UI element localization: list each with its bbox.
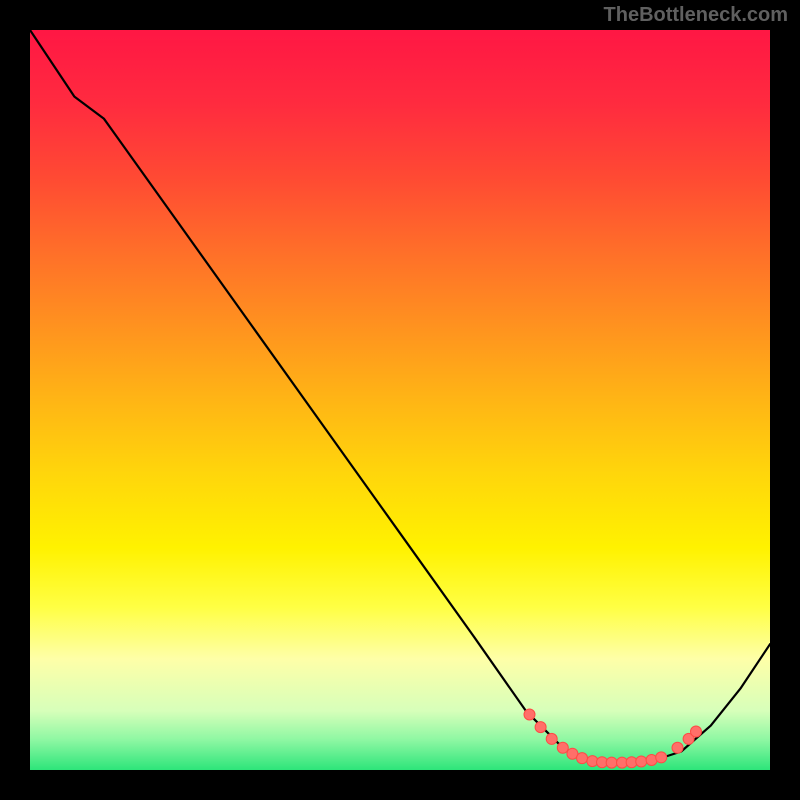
chart-svg: [30, 30, 770, 770]
marker-dot: [535, 722, 546, 733]
marker-dot: [636, 756, 647, 767]
marker-dot: [546, 733, 557, 744]
marker-dot: [524, 709, 535, 720]
marker-dot: [672, 742, 683, 753]
plot-area: [30, 30, 770, 770]
marker-dot: [691, 726, 702, 737]
chart-background: [30, 30, 770, 770]
marker-dot: [557, 742, 568, 753]
marker-dot: [656, 752, 667, 763]
marker-dot: [606, 757, 617, 768]
marker-dot: [577, 753, 588, 764]
watermark-text: TheBottleneck.com: [604, 4, 788, 27]
chart-container: TheBottleneck.com: [0, 0, 800, 800]
